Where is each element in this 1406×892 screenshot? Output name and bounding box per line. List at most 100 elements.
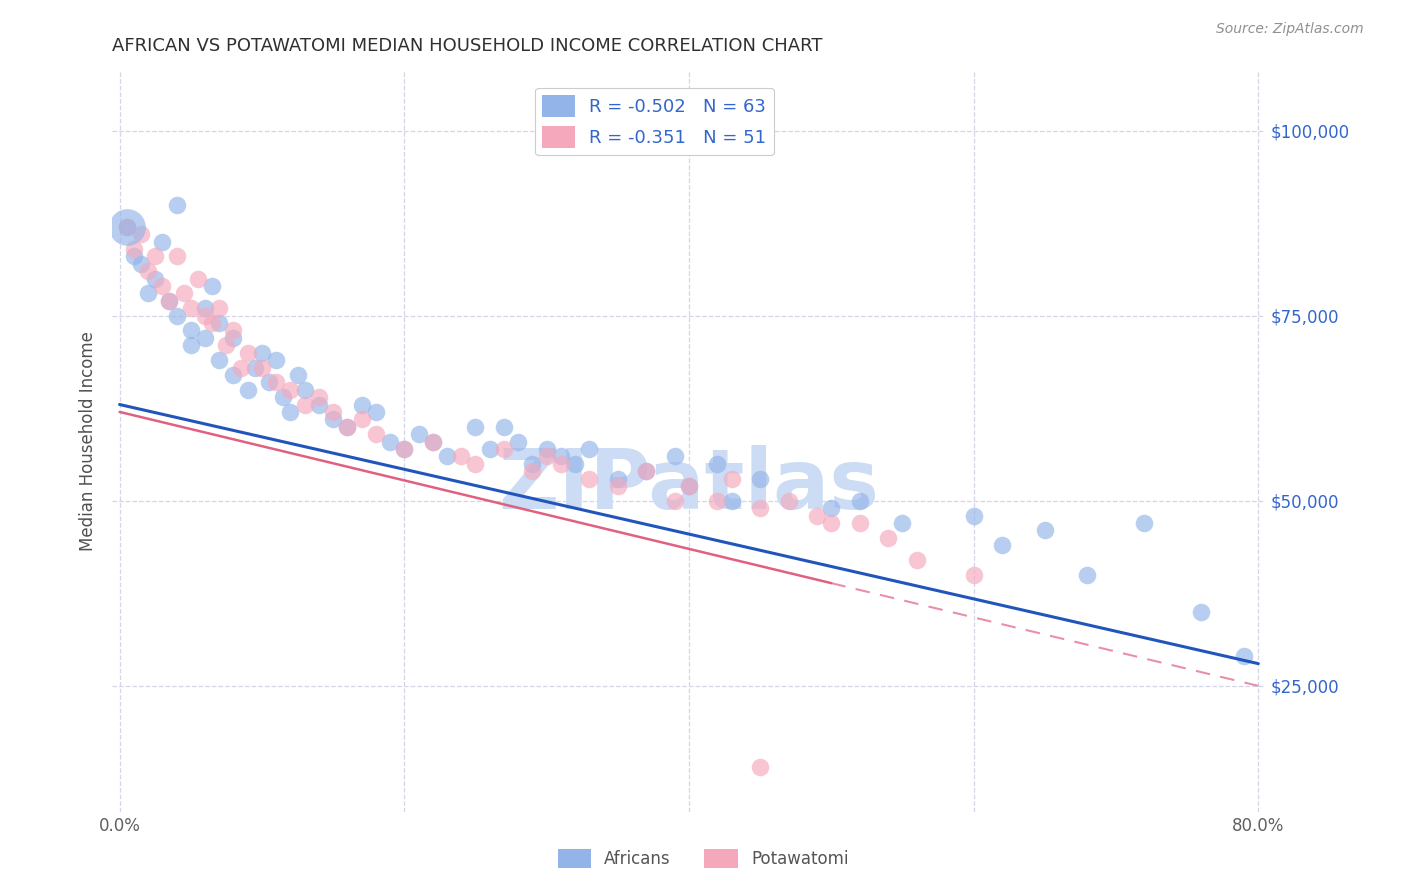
Point (201, 316, 224, 330)
Point (536, 442, 558, 456)
Point (364, 405, 387, 419)
Point (180, 338, 202, 352)
Point (222, 368, 245, 382)
Point (264, 376, 287, 390)
Point (129, 227, 152, 242)
Point (150, 235, 173, 249)
Point (478, 442, 501, 456)
Text: Source: ZipAtlas.com: Source: ZipAtlas.com (1216, 22, 1364, 37)
Point (820, 501, 842, 516)
Point (115, 219, 138, 234)
Point (115, 219, 138, 234)
Point (201, 279, 224, 293)
Point (408, 427, 430, 442)
Point (180, 324, 202, 338)
Point (891, 516, 914, 530)
Point (136, 264, 159, 278)
Point (606, 471, 628, 485)
Point (706, 493, 728, 508)
Point (522, 464, 544, 478)
Point (336, 419, 359, 434)
Point (166, 309, 188, 323)
Point (578, 442, 600, 456)
Point (877, 531, 900, 545)
Point (720, 471, 742, 485)
Point (1189, 605, 1212, 619)
Point (1033, 524, 1056, 538)
Point (464, 457, 486, 471)
Point (664, 493, 686, 508)
Point (664, 450, 686, 464)
Point (136, 286, 159, 301)
Point (187, 271, 209, 285)
Point (194, 309, 217, 323)
Point (271, 390, 294, 404)
Point (236, 383, 259, 397)
Point (222, 331, 245, 345)
Point (243, 360, 266, 375)
Point (962, 508, 984, 523)
Point (194, 331, 217, 345)
Point (578, 471, 600, 485)
Point (678, 479, 700, 493)
Point (180, 301, 202, 316)
Point (364, 427, 387, 442)
Point (1233, 649, 1256, 664)
Point (378, 434, 401, 449)
Point (173, 286, 195, 301)
Point (229, 360, 252, 375)
Point (820, 516, 842, 530)
Point (848, 516, 870, 530)
Point (422, 434, 444, 449)
Point (749, 760, 772, 774)
Point (492, 419, 515, 434)
Point (129, 257, 152, 271)
Point (1133, 516, 1156, 530)
Point (564, 457, 586, 471)
Point (166, 197, 188, 211)
Point (322, 412, 344, 426)
Point (222, 324, 245, 338)
Point (550, 457, 572, 471)
Text: AFRICAN VS POTAWATOMI MEDIAN HOUSEHOLD INCOME CORRELATION CHART: AFRICAN VS POTAWATOMI MEDIAN HOUSEHOLD I… (112, 37, 823, 54)
Point (350, 412, 373, 426)
Point (157, 293, 180, 308)
Point (143, 249, 166, 264)
Point (606, 479, 628, 493)
Point (1076, 567, 1098, 582)
Point (962, 567, 984, 582)
Point (706, 457, 728, 471)
Point (257, 376, 280, 390)
Legend: Africans, Potawatomi: Africans, Potawatomi (551, 842, 855, 875)
Point (208, 316, 231, 330)
Point (208, 301, 231, 316)
Point (215, 338, 238, 352)
Point (166, 249, 188, 264)
Point (122, 249, 145, 264)
Point (492, 442, 515, 456)
Point (422, 434, 444, 449)
Point (208, 353, 231, 368)
Point (150, 279, 173, 293)
Point (508, 434, 530, 449)
Text: ZIPatlas: ZIPatlas (499, 445, 879, 526)
Point (280, 383, 302, 397)
Point (394, 442, 416, 456)
Point (115, 219, 138, 234)
Point (336, 419, 359, 434)
Point (636, 464, 658, 478)
Point (350, 398, 373, 412)
Point (749, 471, 772, 485)
Point (806, 508, 828, 523)
Legend: R = -0.502   N = 63, R = -0.351   N = 51: R = -0.502 N = 63, R = -0.351 N = 51 (536, 87, 773, 155)
Point (250, 345, 273, 359)
Point (308, 390, 330, 404)
Point (749, 501, 772, 516)
Point (991, 538, 1014, 552)
Point (194, 301, 217, 316)
Point (236, 345, 259, 359)
Point (122, 242, 145, 256)
Point (294, 398, 316, 412)
Point (522, 457, 544, 471)
Point (848, 493, 870, 508)
